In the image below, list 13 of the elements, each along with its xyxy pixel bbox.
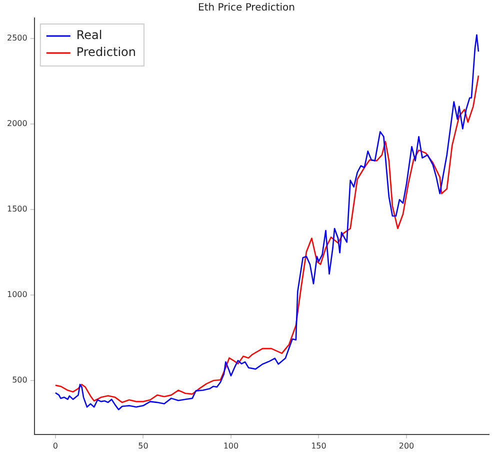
x-tick-label: 200 bbox=[398, 441, 414, 450]
chart-title: Eth Price Prediction bbox=[198, 2, 296, 14]
x-tick-label: 50 bbox=[138, 441, 148, 450]
x-tick-label: 150 bbox=[311, 441, 326, 450]
y-tick-label: 500 bbox=[12, 376, 28, 385]
y-tick-label: 1500 bbox=[7, 204, 28, 214]
y-tick-label: 2000 bbox=[7, 119, 28, 128]
x-tick-label: 100 bbox=[223, 441, 239, 450]
legend-label: Real bbox=[76, 28, 102, 42]
y-tick-label: 1000 bbox=[7, 290, 28, 300]
x-tick-label: 0 bbox=[52, 441, 58, 450]
legend-label: Prediction bbox=[76, 45, 136, 60]
y-tick-label: 2500 bbox=[7, 34, 28, 43]
